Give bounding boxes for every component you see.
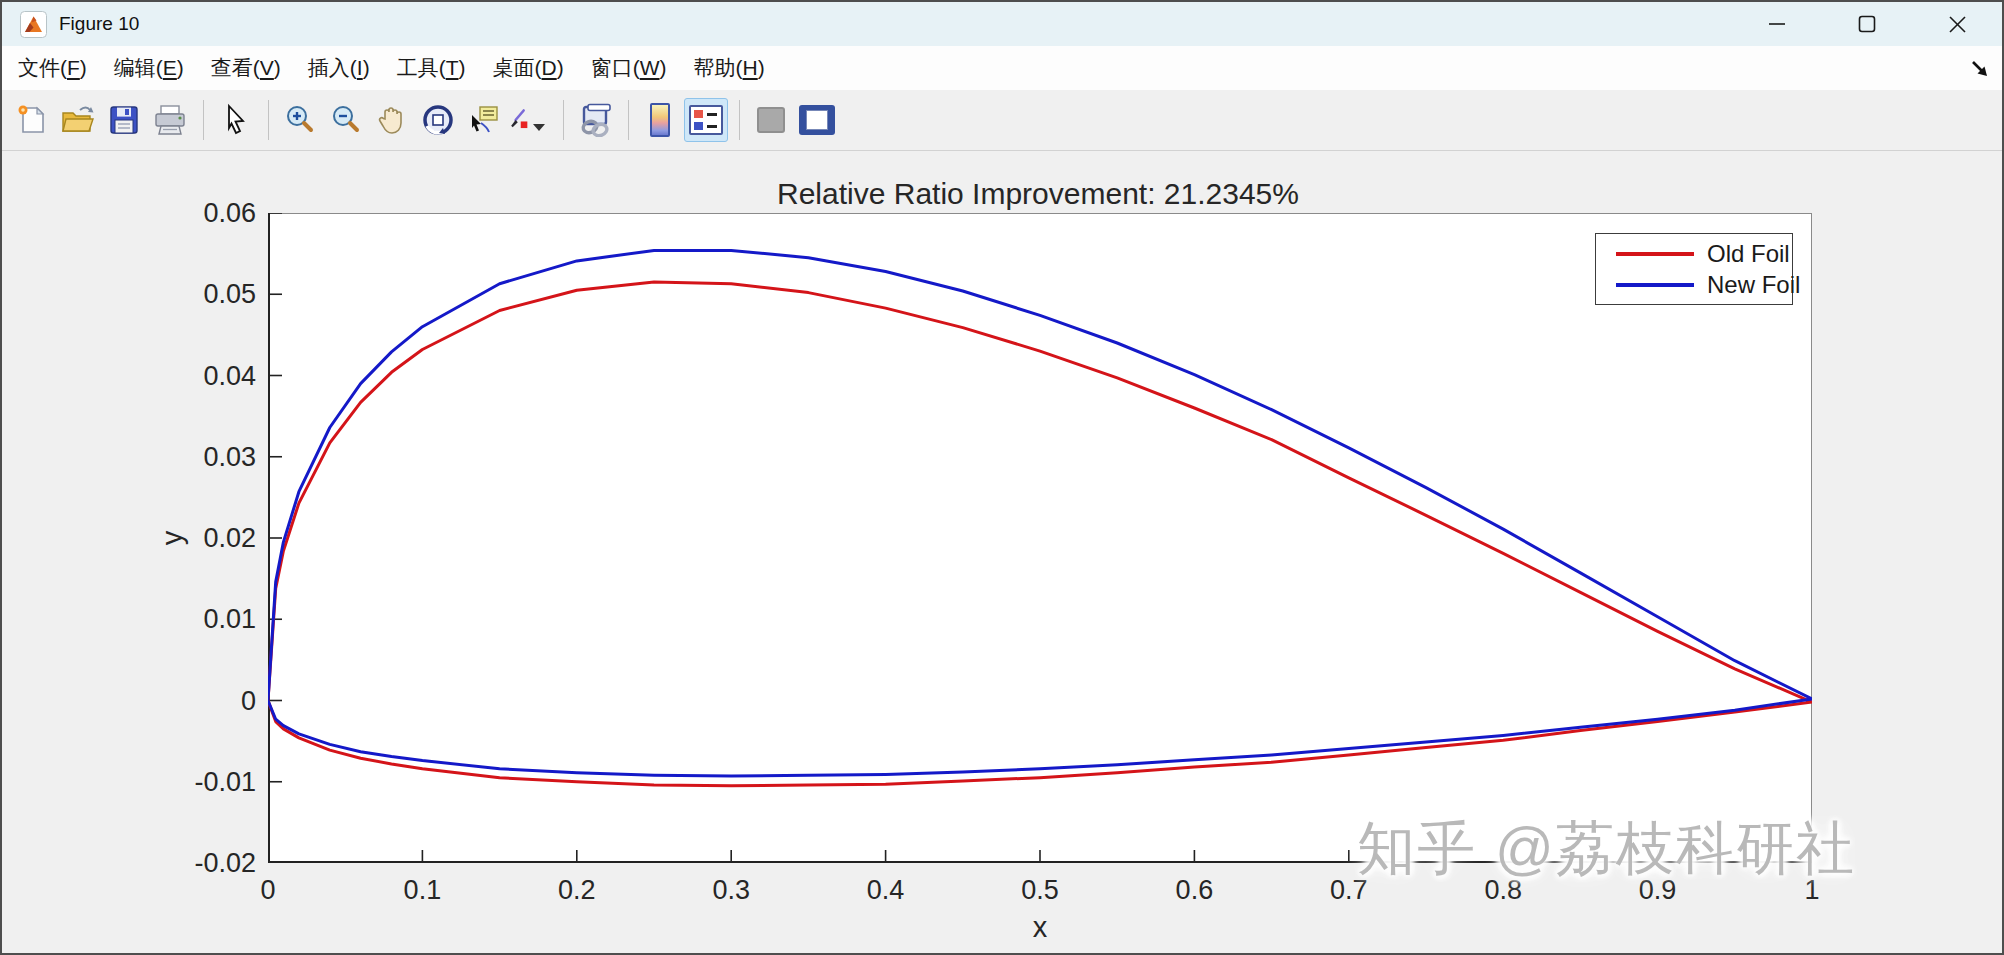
y-tick-label: 0.05: [203, 279, 256, 310]
x-tick-label: 0.2: [558, 875, 596, 906]
toolbar-separator: [268, 100, 269, 140]
legend-line-sample: [1616, 252, 1694, 256]
y-tick-label: 0: [241, 685, 256, 716]
toolbar-separator: [739, 100, 740, 140]
data-cursor-icon: [467, 103, 501, 137]
link-plot-button[interactable]: [573, 98, 617, 142]
open-file-icon: [60, 103, 96, 137]
y-tick-label: 0.06: [203, 198, 256, 229]
x-tick-label: 0: [260, 875, 275, 906]
airfoil-plot-svg: [268, 213, 1812, 863]
new-figure-button[interactable]: [10, 98, 54, 142]
menu-item[interactable]: 文件(F): [18, 50, 100, 86]
menu-item[interactable]: 帮助(H): [694, 50, 778, 86]
figure-canvas: Relative Ratio Improvement: 21.2345% 0 0.…: [2, 153, 2002, 953]
edit-plot-arrow-icon: [219, 103, 251, 137]
edit-plot-button[interactable]: [213, 98, 257, 142]
brush-icon: [509, 103, 531, 137]
series-old-foil: [268, 282, 1812, 786]
show-plot-tools-icon: [799, 105, 835, 135]
legend-label: New Foil: [1707, 271, 1800, 299]
plot-title: Relative Ratio Improvement: 21.2345%: [777, 177, 1299, 211]
print-figure-icon: [152, 103, 188, 137]
y-tick-label: -0.02: [194, 848, 256, 879]
zoom-out-button[interactable]: [324, 98, 368, 142]
minimize-icon: [1768, 15, 1786, 33]
menubar: 文件(F) 编辑(E) 查看(V) 插入(I) 工具(T) 桌面(D) 窗口(W) 帮助(H): [2, 46, 2002, 90]
data-cursor-button[interactable]: [462, 98, 506, 142]
y-tick-label: 0.04: [203, 360, 256, 391]
x-axis-label: x: [1033, 911, 1048, 944]
toolbar-separator: [628, 100, 629, 140]
hide-plot-tools-button[interactable]: [749, 98, 793, 142]
maximize-button[interactable]: [1822, 2, 1912, 46]
y-axis-label: y: [156, 531, 189, 546]
figure-toolbar: [2, 90, 2002, 151]
insert-legend-button[interactable]: [684, 98, 728, 142]
pan-hand-icon: [375, 103, 409, 137]
print-figure-button[interactable]: [148, 98, 192, 142]
legend-box[interactable]: Old FoilNew Foil: [1595, 233, 1793, 305]
hide-plot-tools-icon: [757, 107, 785, 133]
legend-entry[interactable]: New Foil: [1596, 269, 1792, 300]
figure-window: Figure 10 文件(F)编辑(E)查看(V)插入(I)工具(T)桌: [0, 0, 2004, 955]
insert-colorbar-button[interactable]: [638, 98, 682, 142]
link-plot-icon: [577, 103, 613, 137]
legend-label: Old Foil: [1707, 240, 1790, 268]
toolbar-separator: [563, 100, 564, 140]
menu-item[interactable]: 桌面(D): [493, 50, 577, 86]
minimize-button[interactable]: [1732, 2, 1822, 46]
maximize-icon: [1858, 15, 1876, 33]
insert-colorbar-icon: [650, 103, 670, 137]
series-new-foil: [268, 250, 1812, 776]
x-tick-label: 0.4: [867, 875, 905, 906]
pan-button[interactable]: [370, 98, 414, 142]
menu-item[interactable]: 窗口(W): [591, 50, 680, 86]
rotate-3d-button[interactable]: [416, 98, 460, 142]
zoom-in-icon: [283, 103, 317, 137]
zoom-out-icon: [329, 103, 363, 137]
save-figure-icon: [107, 103, 141, 137]
y-tick-label: -0.01: [194, 766, 256, 797]
x-tick-label: 0.3: [712, 875, 750, 906]
open-file-button[interactable]: [56, 98, 100, 142]
insert-legend-icon: [689, 105, 723, 135]
zoom-in-button[interactable]: [278, 98, 322, 142]
legend-entry[interactable]: Old Foil: [1596, 238, 1792, 269]
brush-button[interactable]: [508, 98, 552, 142]
brush-dropdown-caret[interactable]: [533, 124, 545, 131]
menu-item[interactable]: 查看(V): [211, 50, 294, 86]
menu-item[interactable]: 编辑(E): [114, 50, 197, 86]
y-tick-label: 0.01: [203, 604, 256, 635]
y-tick-label: 0.02: [203, 523, 256, 554]
new-figure-icon: [15, 103, 49, 137]
menu-item[interactable]: 工具(T): [397, 50, 479, 86]
show-plot-tools-button[interactable]: [795, 98, 839, 142]
close-icon: [1948, 15, 1967, 34]
close-button[interactable]: [1912, 2, 2002, 46]
legend-line-sample: [1616, 283, 1694, 287]
x-tick-label: 0.6: [1176, 875, 1214, 906]
toolbar-separator: [203, 100, 204, 140]
x-tick-label: 0.5: [1021, 875, 1059, 906]
plot-area[interactable]: [268, 213, 1812, 863]
watermark-text: 知乎 @荔枝科研社: [1357, 810, 1856, 888]
titlebar[interactable]: Figure 10: [2, 2, 2002, 46]
save-figure-button[interactable]: [102, 98, 146, 142]
menu-item[interactable]: 插入(I): [308, 50, 383, 86]
rotate-3d-icon: [421, 103, 455, 137]
y-tick-label: 0.03: [203, 441, 256, 472]
x-tick-label: 0.1: [404, 875, 442, 906]
matlab-logo-icon: [20, 11, 47, 38]
window-title: Figure 10: [59, 13, 139, 35]
dock-arrow-icon[interactable]: [1968, 56, 1992, 80]
